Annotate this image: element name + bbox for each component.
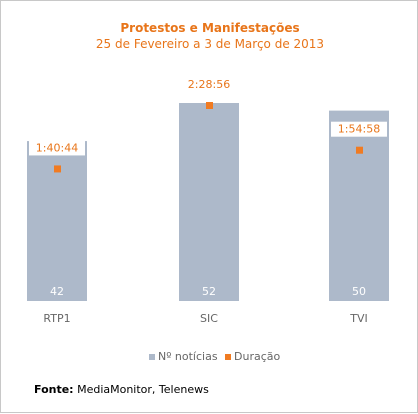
legend-swatch-duracao (225, 354, 231, 360)
duration-point-rtp1 (54, 165, 61, 173)
chart-subtitle: 25 de Fevereiro a 3 de Março de 2013 (96, 37, 324, 51)
source-note: Fonte: MediaMonitor, Telenews (34, 383, 209, 396)
legend-swatch-noticias (149, 354, 155, 360)
duration-point-tvi (356, 146, 363, 154)
bar-tvi (329, 110, 389, 301)
bars-layer: 42 RTP1 1:40:44 52 SIC 2:28:56 50 TVI 1:54:58 (27, 78, 389, 325)
legend: Nº notícias Duração (149, 350, 280, 363)
bar-value-label: 52 (202, 285, 216, 298)
source-text: MediaMonitor, Telenews (73, 383, 209, 396)
duration-label: 1:54:58 (338, 123, 380, 136)
category-label: TVI (349, 312, 368, 325)
duration-label: 1:40:44 (36, 141, 78, 154)
bar-value-label: 50 (352, 285, 366, 298)
duration-label: 2:28:56 (188, 78, 230, 91)
legend-label-duracao: Duração (234, 350, 280, 363)
duration-point-sic (206, 102, 213, 109)
duration-label-box (331, 121, 387, 137)
bar-rtp1 (27, 141, 87, 301)
chart-title: Protestos e Manifestações (120, 21, 299, 35)
bar-value-label: 42 (50, 285, 64, 298)
source-label: Fonte: (34, 383, 74, 396)
bar-sic (179, 103, 239, 301)
legend-label-noticias: Nº notícias (158, 350, 218, 363)
category-label: SIC (200, 312, 218, 325)
duration-label-box (29, 140, 85, 156)
category-label: RTP1 (43, 312, 70, 325)
